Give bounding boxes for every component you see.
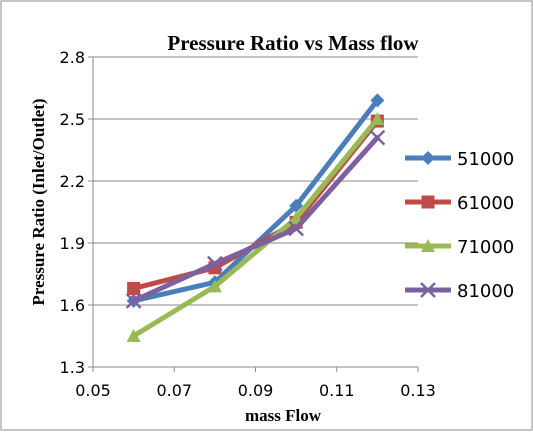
data-point-51000 (370, 93, 385, 108)
data-point-81000 (369, 129, 386, 146)
y-tick-label: 2.5 (60, 110, 85, 129)
legend-swatch-marker (420, 282, 436, 298)
y-axis-label: Pressure Ratio (Inlet/Outlet) (29, 98, 48, 305)
series-group (125, 93, 386, 342)
legend-swatch-marker (421, 195, 435, 209)
data-point-71000 (207, 279, 222, 293)
legend-label: 81000 (457, 281, 514, 302)
legend-label: 61000 (457, 193, 514, 214)
data-point-81000 (288, 220, 305, 237)
x-axis-label: mass Flow (245, 406, 322, 425)
series-line-71000 (131, 116, 380, 339)
series-71000 (126, 112, 385, 342)
x-tick-label: 0.09 (238, 381, 274, 400)
x-tick-label: 0.07 (156, 381, 192, 400)
legend-label: 51000 (457, 149, 514, 170)
x-tick-label: 0.11 (319, 381, 355, 400)
legend-item-61000: 61000 (405, 193, 514, 214)
data-point-71000 (126, 329, 141, 342)
legend-item-81000: 81000 (405, 281, 514, 302)
series-81000 (125, 129, 386, 309)
y-tick-label: 2.8 (60, 48, 85, 67)
data-point-61000 (127, 281, 141, 295)
y-tick-label: 1.6 (60, 296, 85, 315)
x-marker-stroke (288, 220, 305, 237)
legend-item-51000: 51000 (405, 149, 514, 170)
x-marker-stroke (125, 292, 142, 309)
x-marker-stroke (420, 282, 436, 298)
data-point-81000 (206, 255, 223, 272)
x-marker-stroke (369, 129, 386, 146)
axes: 1.3 1.6 1.9 2.2 2.5 2.8 0.05 0.07 0.09 0.11 0.13 (60, 48, 436, 400)
data-point-81000 (125, 292, 142, 309)
legend-label: 71000 (457, 237, 514, 258)
x-tick-label: 0.05 (75, 381, 111, 400)
y-tick-label: 1.3 (60, 358, 85, 377)
legend-item-71000: 71000 (405, 237, 514, 258)
x-marker-stroke (206, 255, 223, 272)
legend-swatch-marker (421, 151, 435, 165)
legend-swatch-marker (421, 239, 435, 252)
x-tick-label: 0.13 (400, 381, 436, 400)
data-point-71000 (370, 112, 385, 125)
data-point-51000 (289, 198, 304, 213)
chart-title: Pressure Ratio vs Mass flow (167, 31, 419, 55)
series-line-81000 (131, 135, 380, 304)
y-tick-label: 1.9 (60, 234, 85, 253)
y-tick-label: 2.2 (60, 172, 85, 191)
legend: 51000 61000 71000 81000 (405, 149, 514, 302)
